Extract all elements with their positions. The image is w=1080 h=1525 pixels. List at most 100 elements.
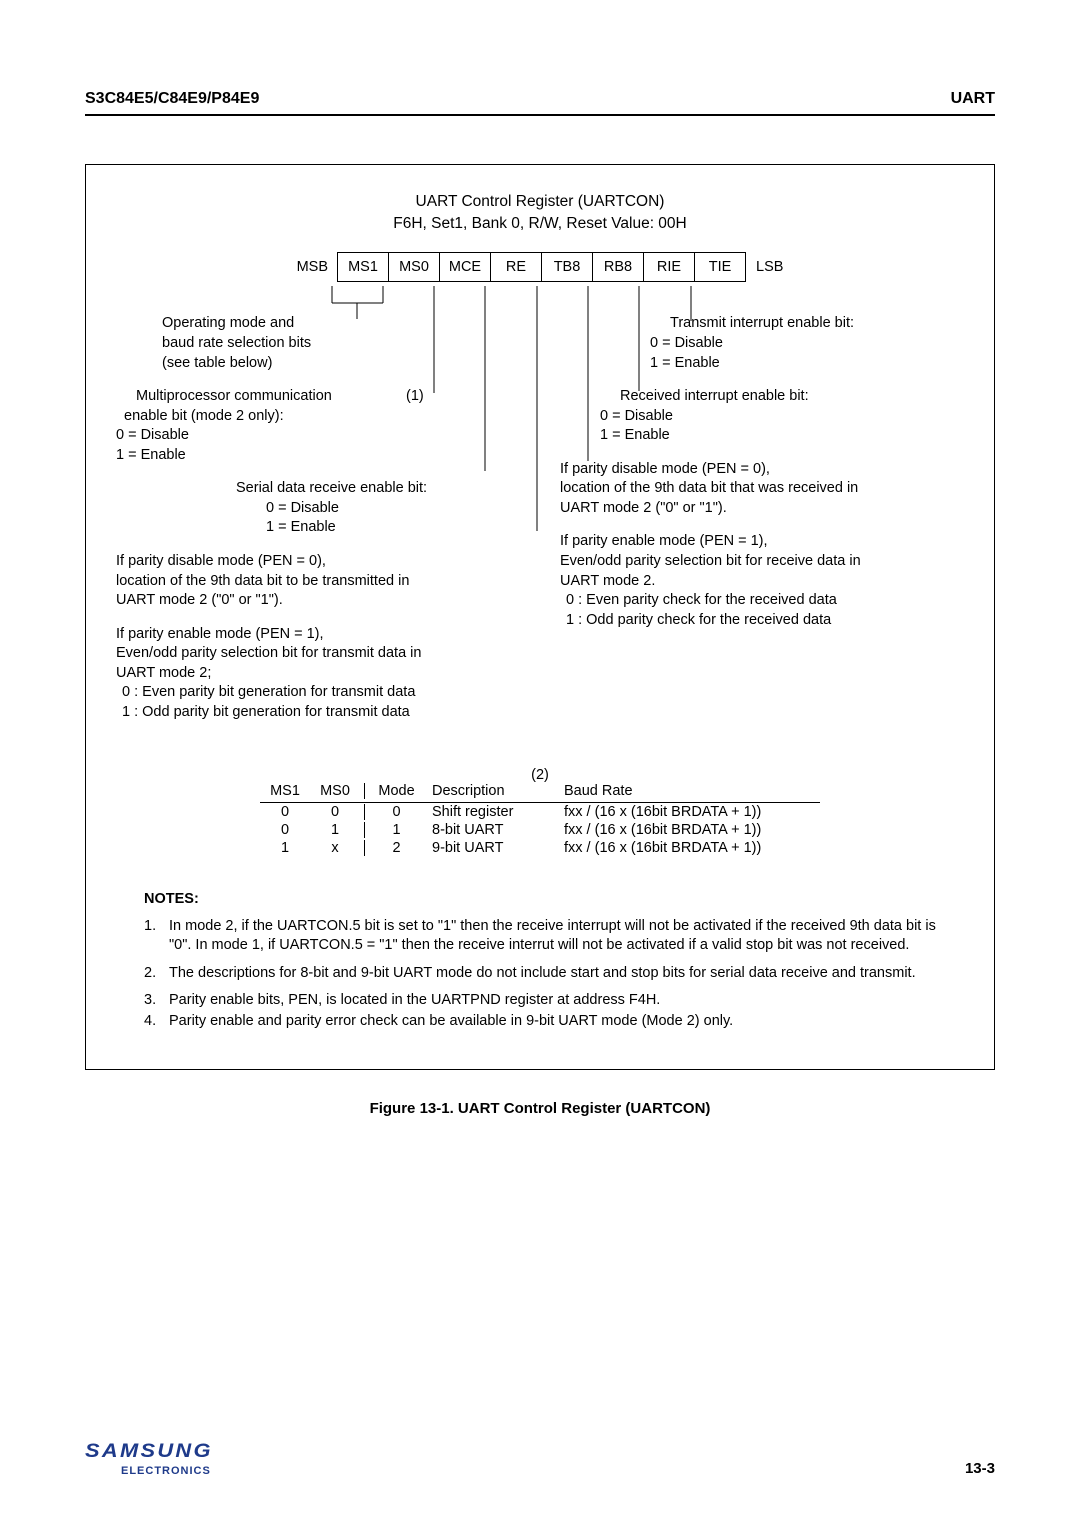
rb8-l2: location of the 9th data bit that was re… <box>560 479 964 499</box>
note-text-4: Parity enable and parity error check can… <box>169 1012 936 1032</box>
mode-table: (2) MS1 MS0 Mode Description Baud Rate 0… <box>260 767 820 857</box>
re-l2: 0 = Disable <box>116 499 520 519</box>
mt-r1-mode: 1 <box>369 822 424 838</box>
msb-label: MSB <box>287 252 338 282</box>
left-column: Operating mode and baud rate selection b… <box>116 286 528 736</box>
title-line1: UART Control Register (UARTCON) <box>116 191 964 213</box>
tie-l3: 1 = Enable <box>560 354 964 374</box>
mode-table-header: MS1 MS0 Mode Description Baud Rate <box>260 783 820 803</box>
list-item: 3. Parity enable bits, PEN, is located i… <box>144 991 936 1011</box>
page-footer: SAMSUNG ELECTRONICS 13-3 <box>85 1441 995 1477</box>
notes-title: NOTES: <box>144 891 936 907</box>
mce-sup: (1) <box>406 387 424 407</box>
bit-ms0: MS0 <box>388 252 440 282</box>
tb8-l5: Even/odd parity selection bit for transm… <box>116 644 520 664</box>
mce-l3: 0 = Disable <box>116 426 520 446</box>
rb8-l6: UART mode 2. <box>560 572 964 592</box>
mt-r0-mode: 0 <box>369 804 424 820</box>
list-item: 2. The descriptions for 8-bit and 9-bit … <box>144 964 936 984</box>
rb8-l8: 1 : Odd parity check for the received da… <box>560 611 964 631</box>
bit-ms1: MS1 <box>337 252 389 282</box>
bit-rie: RIE <box>643 252 695 282</box>
rb8-l7: 0 : Even parity check for the received d… <box>560 591 964 611</box>
page-header: S3C84E5/C84E9/P84E9 UART <box>85 90 995 116</box>
rb8-l5: Even/odd parity selection bit for receiv… <box>560 552 964 572</box>
mt-h1: MS1 <box>260 783 310 799</box>
diagram-box: UART Control Register (UARTCON) F6H, Set… <box>85 164 995 1070</box>
mt-r0-baud: fxx / (16 x (16bit BRDATA + 1)) <box>544 804 820 820</box>
description-columns: Operating mode and baud rate selection b… <box>116 286 964 736</box>
mt-r2-baud: fxx / (16 x (16bit BRDATA + 1)) <box>544 840 820 856</box>
bit-mce: MCE <box>439 252 491 282</box>
rie-l2: 0 = Disable <box>560 407 964 427</box>
diagram-title: UART Control Register (UARTCON) F6H, Set… <box>116 191 964 234</box>
mt-h2: MS0 <box>310 783 360 799</box>
mt-h5: Baud Rate <box>544 783 820 799</box>
tb8-l3: UART mode 2 ("0" or "1"). <box>116 591 520 611</box>
table-row: 0 0 0 Shift register fxx / (16 x (16bit … <box>260 803 820 821</box>
brand-text: SAMSUNG <box>85 1441 213 1463</box>
note-text-3: Parity enable bits, PEN, is located in t… <box>169 991 936 1011</box>
rb8-l4: If parity enable mode (PEN = 1), <box>560 532 964 552</box>
re-l1: Serial data receive enable bit: <box>116 479 520 499</box>
bit-re: RE <box>490 252 542 282</box>
bit-field-row: MSB MS1 MS0 MCE RE TB8 RB8 RIE TIE LSB <box>116 252 964 282</box>
mode-table-sup: (2) <box>260 767 820 783</box>
lsb-label: LSB <box>746 252 793 282</box>
title-line2: F6H, Set1, Bank 0, R/W, Reset Value: 00H <box>116 213 964 235</box>
mt-r0-ms0: 0 <box>310 804 360 820</box>
note-text-1: In mode 2, if the UARTCON.5 bit is set t… <box>169 917 936 956</box>
bit-tb8: TB8 <box>541 252 593 282</box>
mt-h4: Description <box>424 783 544 799</box>
op-mode-l1: Operating mode and <box>116 314 520 334</box>
mce-l1: Multiprocessor communication <box>116 387 520 407</box>
op-mode-l2: baud rate selection bits <box>116 334 520 354</box>
page-number: 13-3 <box>965 1460 995 1477</box>
note-num-2: 2. <box>144 964 169 984</box>
tb8-l6: UART mode 2; <box>116 664 520 684</box>
note-num-4: 4. <box>144 1012 169 1032</box>
tb8-l1: If parity disable mode (PEN = 0), <box>116 552 520 572</box>
mt-r1-desc: 8-bit UART <box>424 822 544 838</box>
list-item: 1. In mode 2, if the UARTCON.5 bit is se… <box>144 917 936 956</box>
note-num-1: 1. <box>144 917 169 956</box>
header-right: UART <box>951 90 995 108</box>
samsung-logo: SAMSUNG ELECTRONICS <box>85 1441 211 1477</box>
mt-r2-mode: 2 <box>369 840 424 856</box>
mt-r1-ms1: 0 <box>260 822 310 838</box>
tie-l2: 0 = Disable <box>560 334 964 354</box>
tb8-l2: location of the 9th data bit to be trans… <box>116 572 520 592</box>
note-text-2: The descriptions for 8-bit and 9-bit UAR… <box>169 964 936 984</box>
mt-r1-baud: fxx / (16 x (16bit BRDATA + 1)) <box>544 822 820 838</box>
mt-r0-desc: Shift register <box>424 804 544 820</box>
tb8-l4: If parity enable mode (PEN = 1), <box>116 625 520 645</box>
rie-l3: 1 = Enable <box>560 426 964 446</box>
rb8-l1: If parity disable mode (PEN = 0), <box>560 460 964 480</box>
re-l3: 1 = Enable <box>116 518 520 538</box>
tb8-l7: 0 : Even parity bit generation for trans… <box>116 683 520 703</box>
rb8-l3: UART mode 2 ("0" or "1"). <box>560 499 964 519</box>
list-item: 4. Parity enable and parity error check … <box>144 1012 936 1032</box>
bit-tie: TIE <box>694 252 746 282</box>
brand-sub: ELECTRONICS <box>121 1465 211 1477</box>
mt-r1-ms0: 1 <box>310 822 360 838</box>
mt-r2-desc: 9-bit UART <box>424 840 544 856</box>
mt-r2-ms0: x <box>310 840 360 856</box>
notes-block: NOTES: 1. In mode 2, if the UARTCON.5 bi… <box>116 891 964 1032</box>
tb8-l8: 1 : Odd parity bit generation for transm… <box>116 703 520 723</box>
mt-r2-ms1: 1 <box>260 840 310 856</box>
table-row: 1 x 2 9-bit UART fxx / (16 x (16bit BRDA… <box>260 839 820 857</box>
header-left: S3C84E5/C84E9/P84E9 <box>85 90 259 108</box>
bit-rb8: RB8 <box>592 252 644 282</box>
rie-l1: Received interrupt enable bit: <box>560 387 964 407</box>
right-column: Transmit interrupt enable bit: 0 = Disab… <box>548 286 964 736</box>
note-num-3: 3. <box>144 991 169 1011</box>
mt-r0-ms1: 0 <box>260 804 310 820</box>
mce-l2: enable bit (mode 2 only): <box>116 407 520 427</box>
figure-caption: Figure 13-1. UART Control Register (UART… <box>85 1100 995 1117</box>
op-mode-l3: (see table below) <box>116 354 520 374</box>
tie-l1: Transmit interrupt enable bit: <box>560 314 964 334</box>
table-row: 0 1 1 8-bit UART fxx / (16 x (16bit BRDA… <box>260 821 820 839</box>
mce-l4: 1 = Enable <box>116 446 520 466</box>
mt-h3: Mode <box>369 783 424 799</box>
